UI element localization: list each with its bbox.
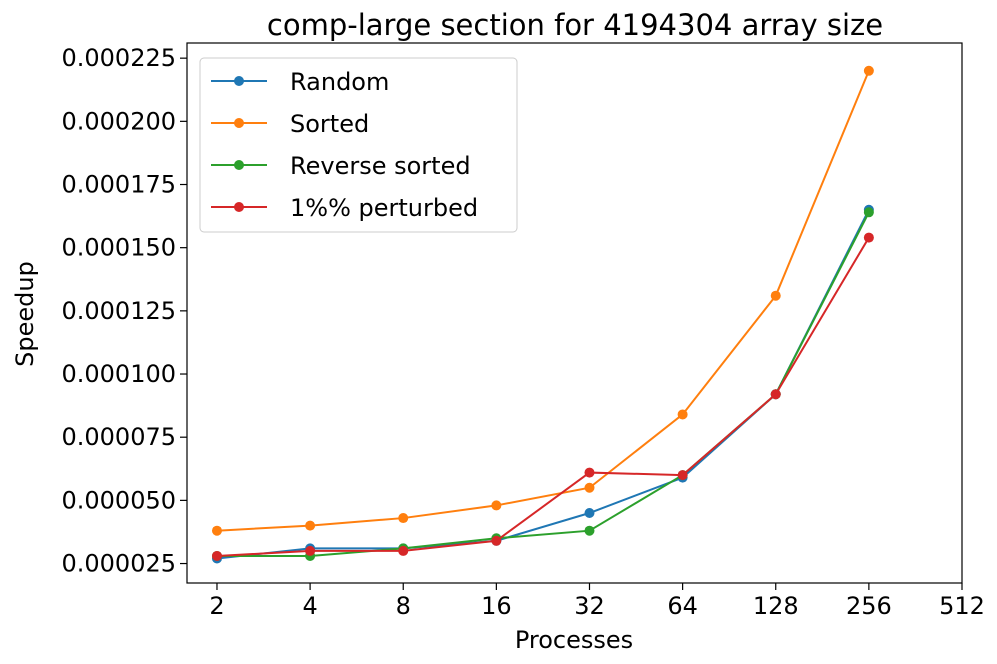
y-axis-label: Speedup (11, 261, 39, 367)
x-tick-label: 16 (481, 592, 512, 620)
x-tick-label: 256 (846, 592, 892, 620)
y-axis-ticks: 0.000025 0.000050 0.000075 0.000100 0.000125… (61, 44, 187, 578)
y-tick-label: 0.000025 (61, 550, 176, 578)
series-layer (211, 65, 874, 564)
legend-label: 1%% perturbed (290, 194, 478, 222)
data-point (863, 207, 874, 218)
x-tick-label: 8 (396, 592, 411, 620)
legend-marker (234, 160, 244, 170)
series-line (216, 70, 870, 532)
y-tick-label: 0.000075 (61, 423, 176, 451)
x-tick-label: 128 (753, 592, 799, 620)
y-tick-label: 0.000175 (61, 171, 176, 199)
legend-label: Random (290, 68, 389, 96)
series-1 (211, 65, 874, 536)
data-point (491, 535, 502, 546)
y-tick-label: 0.000125 (61, 297, 176, 325)
data-point (863, 232, 874, 243)
legend-label: Sorted (290, 110, 369, 138)
x-tick-label: 512 (939, 592, 985, 620)
data-point (398, 513, 409, 524)
legend-label: Reverse sorted (290, 152, 471, 180)
data-point (584, 508, 595, 519)
data-point (305, 520, 316, 531)
data-point (770, 389, 781, 400)
x-tick-label: 2 (209, 592, 224, 620)
data-point (211, 525, 222, 536)
data-point (677, 409, 688, 420)
data-point (584, 525, 595, 536)
chart-title: comp-large section for 4194304 array siz… (267, 8, 883, 42)
data-point (398, 545, 409, 556)
x-tick-label: 32 (574, 592, 605, 620)
legend: Random Sorted Reverse sorted 1%% perturbed (199, 57, 518, 233)
legend-marker (234, 118, 244, 128)
legend-marker (234, 76, 244, 86)
data-point (491, 500, 502, 511)
x-axis-label: Processes (515, 626, 633, 654)
x-axis-ticks: 2 4 8 16 32 64 128 256 512 (209, 583, 985, 620)
data-point (677, 470, 688, 481)
data-point (584, 467, 595, 478)
data-point (770, 290, 781, 301)
data-point (305, 545, 316, 556)
data-point (211, 550, 222, 561)
y-tick-label: 0.000225 (61, 44, 176, 72)
x-tick-label: 4 (302, 592, 317, 620)
legend-box (199, 57, 518, 233)
y-tick-label: 0.000200 (61, 107, 176, 135)
x-tick-label: 64 (667, 592, 698, 620)
y-tick-label: 0.000050 (61, 486, 176, 514)
data-point (863, 65, 874, 76)
data-point (584, 482, 595, 493)
series-line (216, 237, 870, 557)
series-3 (211, 232, 874, 561)
y-tick-label: 0.000150 (61, 234, 176, 262)
y-tick-label: 0.000100 (61, 360, 176, 388)
legend-marker (234, 202, 244, 212)
